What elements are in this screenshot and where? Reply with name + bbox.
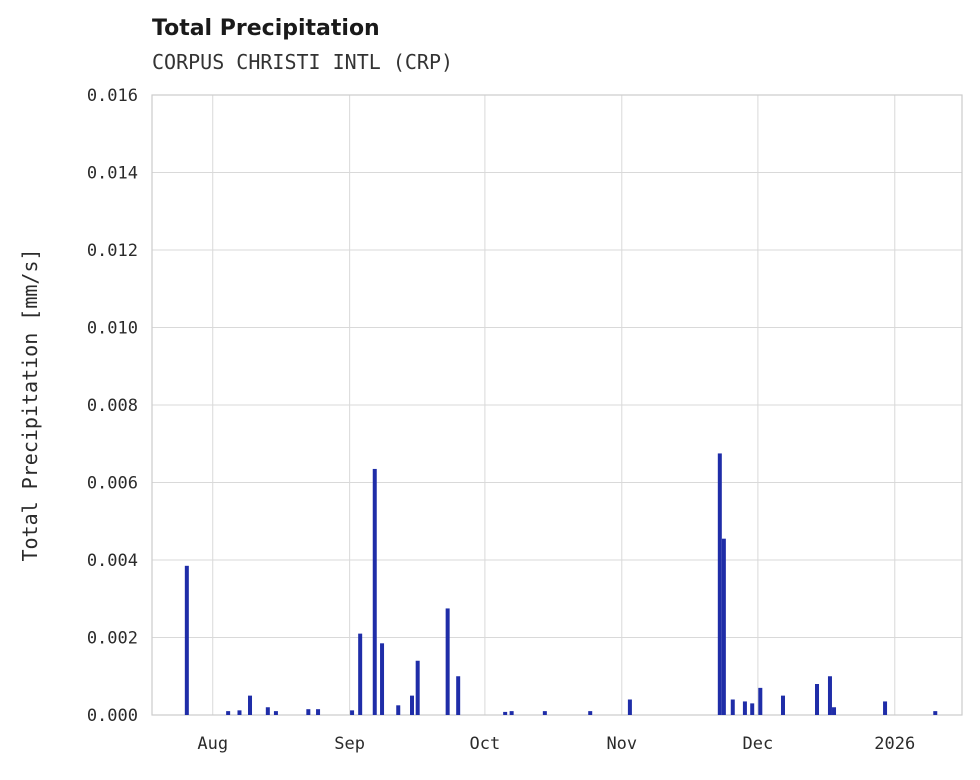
precip-bar: [184, 565, 189, 715]
precip-bar: [758, 687, 763, 715]
y-tick-label: 0.000: [87, 706, 138, 726]
precip-bar: [380, 643, 385, 715]
x-tick-label: Dec: [743, 734, 774, 754]
precip-bar: [750, 703, 755, 715]
precip-bar: [265, 707, 270, 715]
precip-bar: [358, 633, 363, 715]
precip-bar: [883, 701, 888, 715]
y-tick-label: 0.002: [87, 629, 138, 649]
precip-bar: [503, 711, 508, 715]
precip-bar: [306, 709, 311, 715]
precip-bar: [445, 608, 450, 715]
precip-bar: [415, 660, 420, 715]
precip-bar: [730, 699, 735, 715]
y-tick-label: 0.004: [87, 551, 138, 571]
y-tick-label: 0.012: [87, 241, 138, 261]
y-tick-label: 0.010: [87, 319, 138, 339]
precip-bar: [933, 711, 938, 715]
precip-bar: [815, 684, 820, 715]
x-tick-label: Sep: [334, 734, 365, 754]
precip-bar: [350, 710, 355, 715]
precip-bar: [542, 711, 547, 715]
precip-bar: [721, 538, 726, 715]
precip-bar: [456, 676, 461, 715]
y-tick-label: 0.006: [87, 474, 138, 494]
precip-bar: [827, 676, 832, 715]
precip-bar: [780, 695, 785, 715]
x-tick-label: Oct: [470, 734, 501, 754]
x-tick-label: Aug: [197, 734, 228, 754]
precip-bar: [742, 701, 747, 715]
chart-subtitle: CORPUS CHRISTI INTL (CRP): [152, 50, 454, 74]
precip-bar: [316, 709, 321, 715]
precip-bar: [832, 707, 837, 715]
precip-bar: [226, 711, 231, 715]
precip-bar: [372, 468, 377, 715]
y-tick-label: 0.014: [87, 164, 138, 184]
precip-bar: [273, 711, 278, 715]
precip-bar: [237, 710, 242, 715]
plot-border: [151, 94, 963, 716]
y-tick-label: 0.008: [87, 396, 138, 416]
precip-bar: [396, 705, 401, 715]
x-tick-label: Nov: [606, 734, 637, 754]
precip-bar: [717, 453, 722, 715]
precip-bar: [410, 695, 415, 715]
precip-bar: [248, 695, 253, 715]
y-tick-label: 0.016: [87, 86, 138, 106]
precip-bar: [588, 711, 593, 715]
precip-bar: [509, 711, 514, 715]
chart-title: Total Precipitation: [152, 16, 380, 41]
x-tick-label: 2026: [874, 734, 915, 754]
precip-bar: [627, 699, 632, 715]
